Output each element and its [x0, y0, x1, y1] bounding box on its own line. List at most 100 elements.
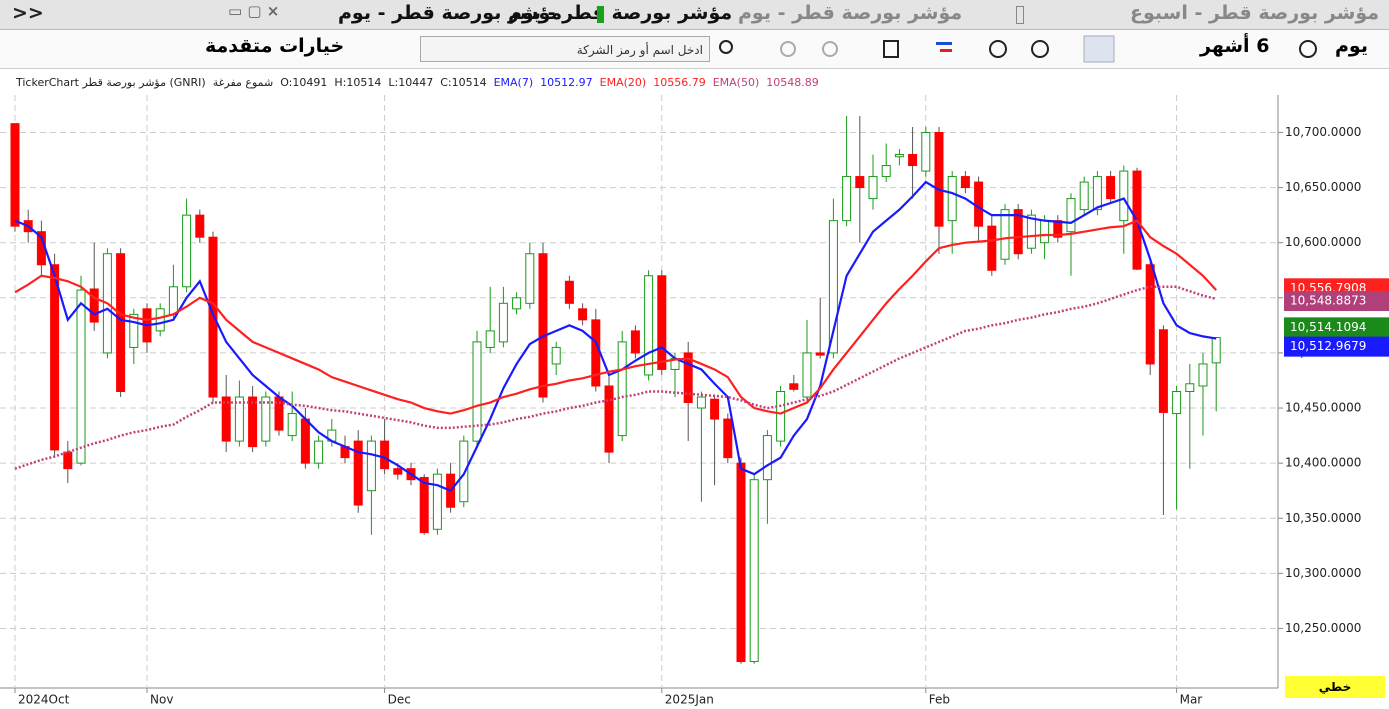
tabs-back[interactable]: <<: [12, 2, 44, 24]
candle-body: [248, 396, 258, 448]
y-tick-label: 10,400.0000: [1285, 456, 1361, 470]
redo-icon[interactable]: [822, 41, 838, 57]
candle-body: [116, 253, 126, 392]
tab[interactable]: مؤشر بورصة قطر - يوم: [738, 2, 963, 24]
candle-body: [736, 462, 746, 663]
candle-body: [657, 275, 667, 370]
candle-body: [1119, 170, 1129, 222]
y-tick-label: 10,700.0000: [1285, 125, 1361, 139]
chart-type-icon[interactable]: [1031, 40, 1049, 58]
candle-body: [1026, 214, 1036, 249]
candle-body: [538, 253, 548, 398]
price-tag: [1284, 291, 1389, 312]
candle-body: [1211, 336, 1221, 364]
period[interactable]: 6 أشهر: [1200, 35, 1270, 57]
candle-body: [50, 264, 60, 451]
undo-icon[interactable]: [780, 41, 796, 57]
interval[interactable]: يوم: [1335, 35, 1368, 57]
tab-controls[interactable]: × ▢ ▭: [228, 2, 280, 20]
candle-body: [459, 440, 469, 503]
mode-box[interactable]: خطي: [1285, 676, 1385, 698]
candle-body: [353, 440, 363, 506]
candle-body: [815, 352, 825, 356]
info-line: TickerChart مؤشر بورصة قطر (GNRI) شموع مف…: [16, 76, 826, 89]
candle-body: [314, 440, 324, 464]
tab-bar: << × ▢ ▭ مؤشر بورصة قطر - يوم مؤشر بورصة…: [0, 0, 1389, 30]
clock-icon[interactable]: [1299, 40, 1317, 58]
x-tick-label: 2025Jan: [665, 693, 714, 707]
candle-body: [472, 341, 482, 442]
candle-body: [617, 341, 627, 437]
candle-body: [182, 214, 192, 288]
candle-body: [366, 440, 376, 492]
search-box[interactable]: ادخل اسم أو رمز الشركة: [420, 36, 710, 62]
candle-body: [525, 253, 535, 304]
candle-body: [498, 302, 508, 343]
ema-line: [14, 219, 1218, 415]
candle-body: [1106, 176, 1116, 200]
x-tick-label: 2024Oct: [18, 693, 70, 707]
source: TickerChart مؤشر بورصة قطر (GNRI): [16, 76, 206, 89]
candle-body: [234, 396, 244, 442]
search-icon[interactable]: [719, 40, 733, 54]
bars-icon[interactable]: [940, 49, 952, 52]
candle-body: [630, 330, 640, 354]
candle-body: [1185, 383, 1195, 393]
candle-body: [960, 176, 970, 189]
candle-body: [208, 236, 218, 398]
auto-icon[interactable]: [989, 40, 1007, 58]
candle-body: [776, 391, 786, 442]
price-tag: [1284, 317, 1389, 338]
candle-body: [894, 154, 904, 158]
candle-body: [974, 181, 984, 227]
candle-body: [1145, 264, 1155, 365]
candle-body: [300, 418, 310, 464]
y-tick-label: 10,300.0000: [1285, 566, 1361, 580]
tab[interactable]: مؤشر بورصة قطر - يوم: [338, 2, 563, 24]
y-tick-label: 10,450.0000: [1285, 401, 1361, 415]
candle-body: [828, 220, 838, 354]
candle-body: [644, 275, 654, 376]
candle-body: [868, 176, 878, 200]
candle-body: [419, 476, 429, 534]
x-tick-label: Dec: [388, 693, 411, 707]
candle-body: [10, 123, 20, 227]
candle-body: [934, 131, 944, 227]
candle-body: [221, 396, 231, 442]
close: C:10514: [440, 76, 487, 89]
candle-body: [1000, 209, 1010, 260]
candle-body: [947, 176, 957, 222]
open: O:10491: [280, 76, 328, 89]
advanced-options[interactable]: خيارات متقدمة: [205, 35, 345, 57]
price-tag: [1284, 336, 1389, 357]
candle-body: [1066, 198, 1076, 233]
legend-value: 10548.89: [766, 76, 819, 89]
style: شموع مفرغة: [212, 76, 274, 89]
candle-body: [710, 398, 720, 420]
candle-body: [89, 288, 99, 323]
y-tick-label: 10,650.0000: [1285, 180, 1361, 194]
bars-icon[interactable]: [936, 42, 952, 45]
candle-body: [604, 385, 614, 453]
price-tag-label: 10,548.8873: [1290, 294, 1366, 308]
tab[interactable]: مؤشر بورصة قطر - يوم: [508, 2, 733, 24]
draw-icon[interactable]: [1083, 35, 1115, 63]
high: H:10514: [334, 76, 382, 89]
candle-body: [129, 313, 139, 348]
candle-body: [723, 418, 733, 459]
candle-body: [683, 352, 693, 404]
tab[interactable]: مؤشر بورصة قطر - اسبوع: [1130, 2, 1380, 24]
x-tick-label: Feb: [929, 693, 950, 707]
indicator-icon[interactable]: [883, 40, 899, 58]
candle-body: [393, 468, 403, 475]
candle-body: [842, 176, 852, 222]
candle-body: [908, 154, 918, 167]
candle-body: [696, 396, 706, 409]
candle-body: [749, 479, 759, 663]
y-tick-label: 10,250.0000: [1285, 621, 1361, 635]
low: L:10447: [388, 76, 434, 89]
legend-value: 10556.79: [653, 76, 706, 89]
candle-body: [1013, 209, 1023, 255]
